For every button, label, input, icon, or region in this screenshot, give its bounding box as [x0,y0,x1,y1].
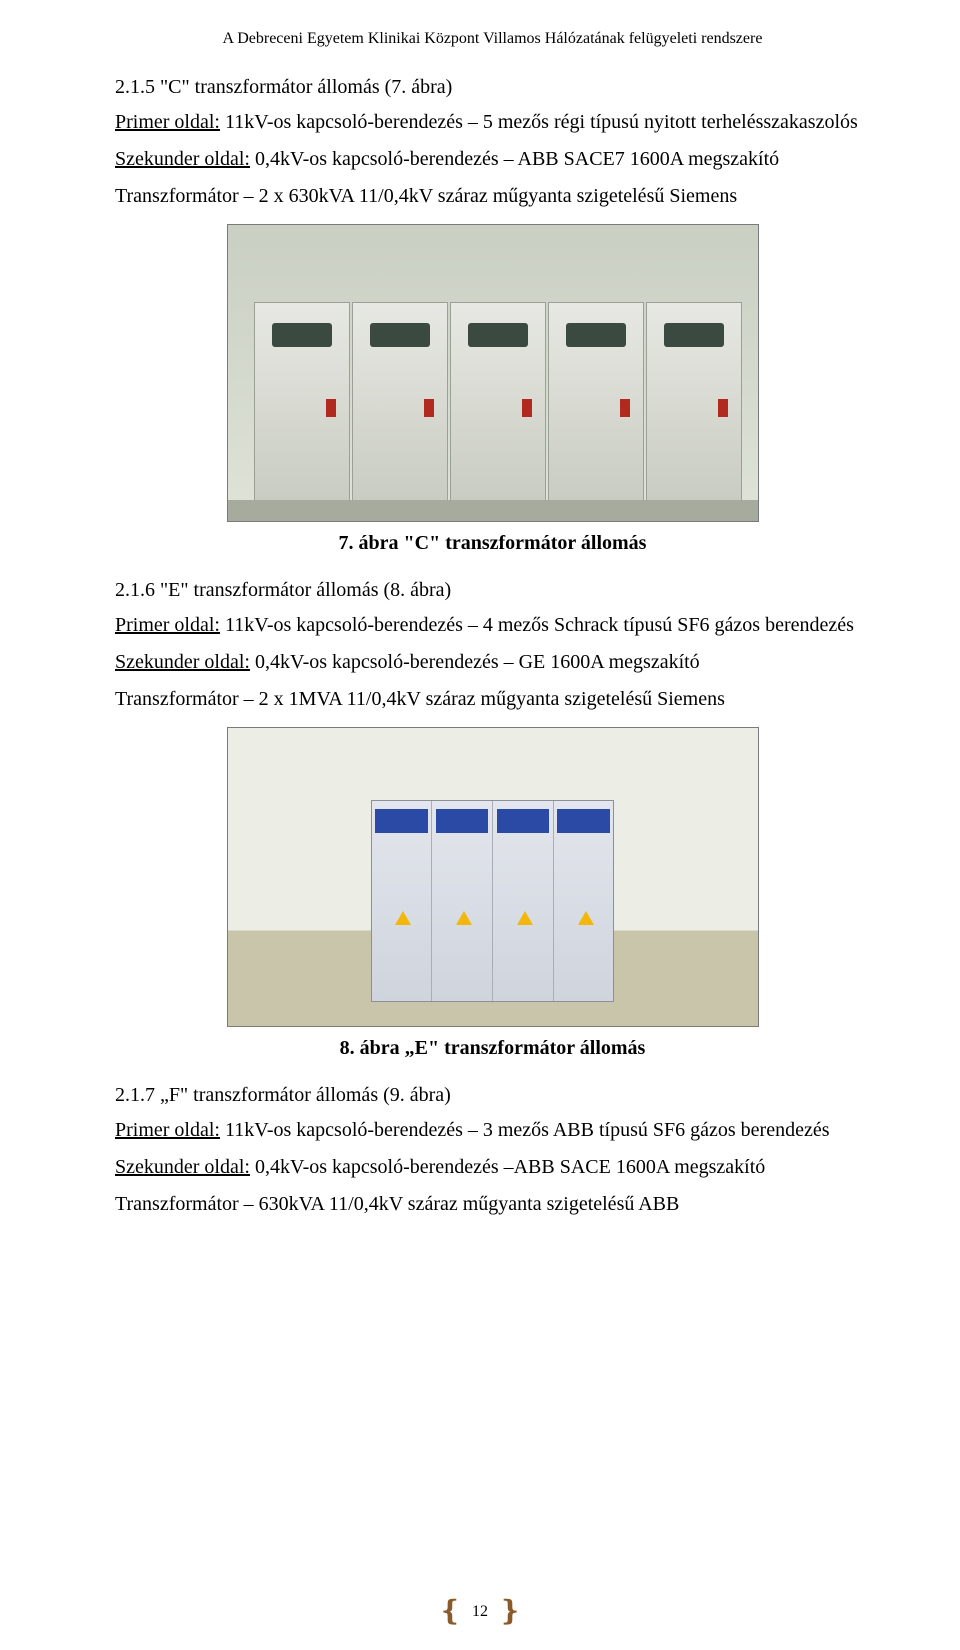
section1-szekunder: Szekunder oldal: 0,4kV-os kapcsoló-beren… [115,144,870,175]
cabinet-panel [432,801,493,1002]
cabinet [646,302,742,503]
figure-7-image [227,224,759,522]
section1-transformator: Transzformátor – 2 x 630kVA 11/0,4kV szá… [115,181,870,212]
page-number: 12 [472,1603,488,1621]
cabinet [254,302,350,503]
section3-transformator: Transzformátor – 630kVA 11/0,4kV száraz … [115,1189,870,1220]
szekunder-text: 0,4kV-os kapcsoló-berendezés – GE 1600A … [250,651,700,673]
figure-8-caption: 8. ábra „E" transzformátor állomás [115,1037,870,1060]
szekunder-label: Szekunder oldal: [115,148,250,170]
section1-primer: Primer oldal: 11kV-os kapcsoló-berendezé… [115,107,870,138]
section3-primer: Primer oldal: 11kV-os kapcsoló-berendezé… [115,1115,870,1146]
page-header: A Debreceni Egyetem Klinikai Központ Vil… [115,30,870,48]
cabinet-panel [493,801,554,1002]
warning-icon [395,911,411,925]
warning-icon [517,911,533,925]
cabinet [352,302,448,503]
szekunder-text: 0,4kV-os kapcsoló-berendezés – ABB SACE7… [250,148,779,170]
cabinet-panel [372,801,433,1002]
section2-primer: Primer oldal: 11kV-os kapcsoló-berendezé… [115,610,870,641]
szekunder-label: Szekunder oldal: [115,651,250,673]
primer-label: Primer oldal: [115,1119,220,1141]
cabinet-panel [554,801,614,1002]
primer-text: 11kV-os kapcsoló-berendezés – 5 mezős ré… [220,111,858,133]
cabinet-row [254,302,742,503]
cabinet [548,302,644,503]
page-number-wrap: ❴ 12 ❵ [439,1598,522,1626]
panel-top [436,809,489,833]
section3-szekunder: Szekunder oldal: 0,4kV-os kapcsoló-beren… [115,1152,870,1183]
panel-top [497,809,550,833]
primer-label: Primer oldal: [115,111,220,133]
warning-icon [578,911,594,925]
cabinet [450,302,546,503]
section2-szekunder: Szekunder oldal: 0,4kV-os kapcsoló-beren… [115,647,870,678]
szekunder-text: 0,4kV-os kapcsoló-berendezés –ABB SACE 1… [250,1156,765,1178]
primer-label: Primer oldal: [115,614,220,636]
warning-icon [456,911,472,925]
brace-left-icon: ❴ [439,1598,462,1626]
figure-8-image [227,727,759,1027]
figure-8 [115,727,870,1027]
figure-7-caption: 7. ábra "C" transzformátor állomás [115,532,870,555]
document-page: A Debreceni Egyetem Klinikai Központ Vil… [0,0,960,1650]
section2-transformator: Transzformátor – 2 x 1MVA 11/0,4kV szára… [115,684,870,715]
primer-text: 11kV-os kapcsoló-berendezés – 3 mezős AB… [220,1119,830,1141]
section-heading-f: 2.1.7 „F" transzformátor állomás (9. ábr… [115,1084,870,1107]
panel-top [375,809,428,833]
szekunder-label: Szekunder oldal: [115,1156,250,1178]
page-footer: ❴ 12 ❵ [0,1598,960,1626]
cabinet-block [371,800,615,1003]
section-heading-e: 2.1.6 "E" transzformátor állomás (8. ábr… [115,579,870,602]
figure-7 [115,224,870,522]
floor [228,500,758,521]
section-heading-c: 2.1.5 "C" transzformátor állomás (7. ábr… [115,76,870,99]
panel-top [557,809,610,833]
primer-text: 11kV-os kapcsoló-berendezés – 4 mezős Sc… [220,614,854,636]
brace-right-icon: ❵ [498,1598,521,1626]
